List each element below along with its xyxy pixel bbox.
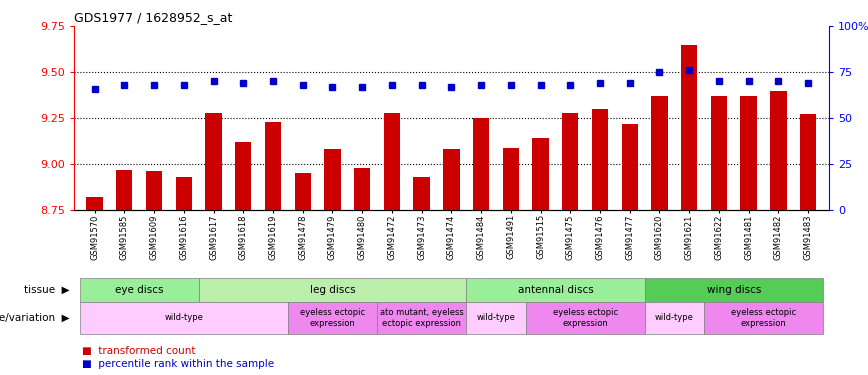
Bar — [466, 302, 526, 334]
Text: leg discs: leg discs — [310, 285, 355, 295]
Bar — [116, 170, 133, 210]
Bar — [377, 302, 466, 334]
Bar — [87, 197, 102, 210]
Bar — [384, 112, 400, 210]
Bar — [526, 302, 645, 334]
Bar — [473, 118, 490, 210]
Bar — [466, 278, 645, 302]
Bar — [288, 302, 377, 334]
Text: tissue  ▶: tissue ▶ — [23, 285, 69, 295]
Text: wild-type: wild-type — [477, 314, 516, 322]
Bar — [444, 149, 459, 210]
Bar — [651, 96, 667, 210]
Bar — [770, 90, 786, 210]
Bar — [413, 177, 430, 210]
Bar — [532, 138, 549, 210]
Bar — [294, 173, 311, 210]
Text: eyeless ectopic
expression: eyeless ectopic expression — [553, 308, 618, 327]
Bar — [621, 124, 638, 210]
Text: wild-type: wild-type — [654, 314, 694, 322]
Text: eyeless ectopic
expression: eyeless ectopic expression — [299, 308, 365, 327]
Text: antennal discs: antennal discs — [517, 285, 594, 295]
Bar — [740, 96, 757, 210]
Text: eyeless ectopic
expression: eyeless ectopic expression — [731, 308, 796, 327]
Bar — [645, 302, 704, 334]
Bar — [80, 278, 199, 302]
Text: GDS1977 / 1628952_s_at: GDS1977 / 1628952_s_at — [74, 11, 232, 24]
Bar — [354, 168, 371, 210]
Text: genotype/variation  ▶: genotype/variation ▶ — [0, 313, 69, 323]
Bar — [265, 122, 281, 210]
Bar — [645, 278, 823, 302]
Bar — [800, 114, 816, 210]
Bar — [503, 147, 519, 210]
Bar — [235, 142, 252, 210]
Bar — [711, 96, 727, 210]
Text: wild-type: wild-type — [164, 314, 203, 322]
Bar — [175, 177, 192, 210]
Bar — [146, 171, 162, 210]
Bar — [592, 109, 608, 210]
Bar — [199, 278, 466, 302]
Bar — [704, 302, 823, 334]
Text: ato mutant, eyeless
ectopic expression: ato mutant, eyeless ectopic expression — [380, 308, 464, 327]
Bar — [206, 112, 221, 210]
Bar — [80, 302, 288, 334]
Bar — [681, 45, 697, 210]
Text: ■  transformed count: ■ transformed count — [82, 346, 196, 355]
Text: wing discs: wing discs — [707, 285, 761, 295]
Text: eye discs: eye discs — [115, 285, 163, 295]
Bar — [562, 112, 578, 210]
Text: ■  percentile rank within the sample: ■ percentile rank within the sample — [82, 359, 274, 369]
Bar — [325, 149, 340, 210]
